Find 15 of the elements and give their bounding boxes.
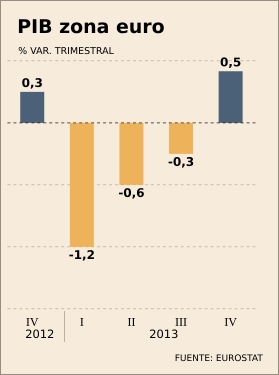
x-tick-label: I [80,318,84,326]
x-tick-label: IV [26,318,38,326]
text: 2012 [26,330,54,338]
data-label: -0,3 [168,157,194,168]
x-tick-label: II [128,318,135,326]
source-note: FUENTE: EUROSTAT [176,354,263,362]
data-label: -1,2 [69,250,94,261]
data-label: -0,6 [119,188,144,199]
chart-subtitle: % VAR. TRIMESTRAL [18,46,114,54]
text: 2013 [150,330,178,338]
chart-title: PIB zona euro [18,19,164,34]
x-tick-label: IV [224,318,237,326]
data-label: 0,3 [22,78,42,89]
x-tick-label: III [176,318,187,326]
data-label: 0,5 [220,57,240,68]
